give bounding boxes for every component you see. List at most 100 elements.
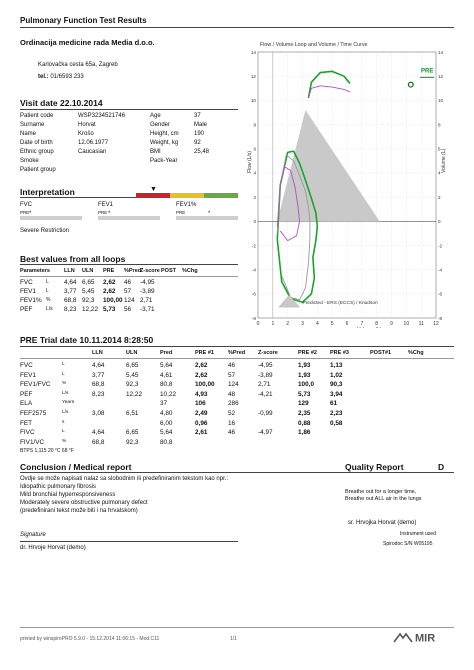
user-name: sr. Hrvojka Horvat (demo) [348, 520, 417, 526]
severity-yellow [170, 193, 204, 198]
footer-divider [20, 627, 454, 628]
interp-param-tag: PRE [98, 210, 108, 215]
conclusion-line: Mild bronchial hyperresponsiveness [20, 492, 116, 498]
mir-logo: MIR [392, 630, 452, 649]
best-cell: 8,23 [64, 306, 77, 313]
interpretation-result: Severe Restriction [20, 228, 70, 234]
patient-field-value: Male [194, 122, 208, 128]
doctor-name: dr. Hrvoje Horvat (demo) [20, 545, 86, 551]
x-tick-label: 7 [360, 321, 363, 327]
best-header: %Chg [182, 268, 198, 274]
flow-volume-chart: Flow / Volume Loop and Volume / Time Cur… [244, 38, 454, 333]
right-tick-label: 0 [438, 219, 441, 224]
trial-unit: L [62, 429, 65, 435]
best-cell: 92,3 [82, 297, 95, 304]
y-tick-label: 8 [253, 122, 256, 127]
clinic-address: Karlovačka cesta 65a, Zagreb [38, 62, 118, 68]
right-tick-label: 4 [438, 171, 441, 176]
interp-param-name: FEV1 [98, 202, 114, 208]
best-cell: -3,71 [140, 306, 155, 313]
trial-cell: 100,00 [195, 381, 215, 389]
trial-cell: -4,21 [258, 390, 273, 398]
patient-field-value: 190 [194, 131, 205, 137]
trial-cell: 80,8 [160, 381, 173, 389]
patient-field-value: 92 [194, 140, 201, 146]
conclusion-line: (predefinirani tekst može biti i na hrva… [20, 508, 138, 514]
interpretation-title: Interpretation [20, 187, 75, 197]
y-tick-label: 6 [253, 147, 256, 152]
y-tick-label: -6 [252, 292, 257, 297]
trial-cell: 6,51 [126, 410, 139, 417]
trial-cell: 6,65 [126, 362, 139, 369]
right-tick-label: 6 [438, 147, 441, 152]
trial-header: Z-score [258, 350, 278, 356]
y-tick-label: -2 [252, 243, 257, 248]
best-cell: 4,64 [64, 279, 77, 286]
trial-cell: 68,8 [92, 438, 105, 446]
report-title: Pulmonary Function Test Results [20, 16, 147, 25]
trial-cell: 3,77 [92, 371, 105, 379]
legend-tag: PRE [421, 69, 433, 75]
patient-field-label: Height, cm [150, 131, 179, 137]
trial-cell: 61 [330, 400, 338, 408]
conclusion-line: Moderately severe obstructive pulmonary … [20, 500, 148, 506]
trial-cell: 8,23 [92, 390, 105, 398]
best-cell: 2,62 [103, 279, 116, 286]
y-tick-label: 10 [251, 98, 257, 103]
trial-cell: 92,3 [126, 381, 139, 389]
trial-cell: 46 [228, 362, 236, 369]
trial-param: FEV1/FVC [20, 381, 51, 389]
trial-cell: 286 [228, 400, 239, 408]
trial-cell: -4,97 [258, 429, 273, 437]
trial-cell: 1,93 [298, 362, 311, 369]
trial-header-divider [20, 358, 454, 359]
clinic-name: Ordinacija medicine rada Media d.o.o. [20, 38, 155, 47]
trial-param: FET [20, 419, 33, 427]
trial-cell: -0,99 [258, 410, 273, 417]
trial-header: PRE #3 [330, 350, 349, 356]
patient-field-value: Horvat [78, 122, 96, 128]
patient-field-label: Age [150, 113, 161, 119]
patient-field-label: Name [20, 131, 37, 137]
best-cell: 6,65 [82, 279, 95, 286]
trial-cell: 1,13 [330, 362, 343, 369]
x-tick-label: 3 [301, 321, 304, 327]
trial-cell: 5,64 [160, 362, 173, 369]
trial-param: ELA [20, 400, 33, 408]
y-tick-label: 12 [251, 74, 257, 79]
x-tick-label: 6 [346, 321, 349, 327]
best-cell: -3,89 [140, 288, 155, 295]
predicted-legend-icon [278, 294, 300, 308]
patient-field-label: BMI [150, 149, 161, 155]
right-tick-label: -2 [438, 243, 443, 248]
best-unit: L/s [46, 306, 53, 312]
trial-param: PEF [20, 390, 33, 398]
trial-cell: 80,8 [160, 438, 173, 446]
interp-param-tag: PRE [20, 210, 30, 215]
best-cell: 46 [124, 279, 132, 286]
interp-param-name: FVC [20, 202, 32, 208]
x-tick-label: 1 [271, 321, 274, 327]
best-cell: 5,45 [82, 288, 95, 295]
trial-cell: 92,3 [126, 438, 139, 446]
trial-cell: 2,62 [195, 371, 208, 379]
x-axis-label: Volume (L) [357, 327, 382, 328]
y-tick-label: -8 [252, 316, 257, 321]
best-header-divider [20, 276, 238, 277]
best-cell: 3,77 [64, 288, 77, 295]
severity-green [204, 193, 238, 198]
trial-cell: 4,64 [92, 429, 105, 437]
patient-field-label: Pack-Year [150, 158, 178, 164]
best-cell: 12,22 [82, 306, 98, 313]
title-divider [20, 27, 454, 28]
quality-report-label: Quality Report [345, 462, 404, 472]
right-tick-label: -8 [438, 316, 443, 321]
trial-cell: 2,35 [298, 410, 311, 417]
trial-cell: 1,93 [298, 371, 311, 379]
best-cell: -4,95 [140, 279, 155, 286]
trial-cell: 1,02 [330, 371, 343, 379]
trial-cell: 68,8 [92, 381, 105, 389]
trial-cell: 10,22 [160, 390, 176, 398]
predicted-area [277, 110, 380, 222]
trial-cell: 2,61 [195, 429, 208, 437]
